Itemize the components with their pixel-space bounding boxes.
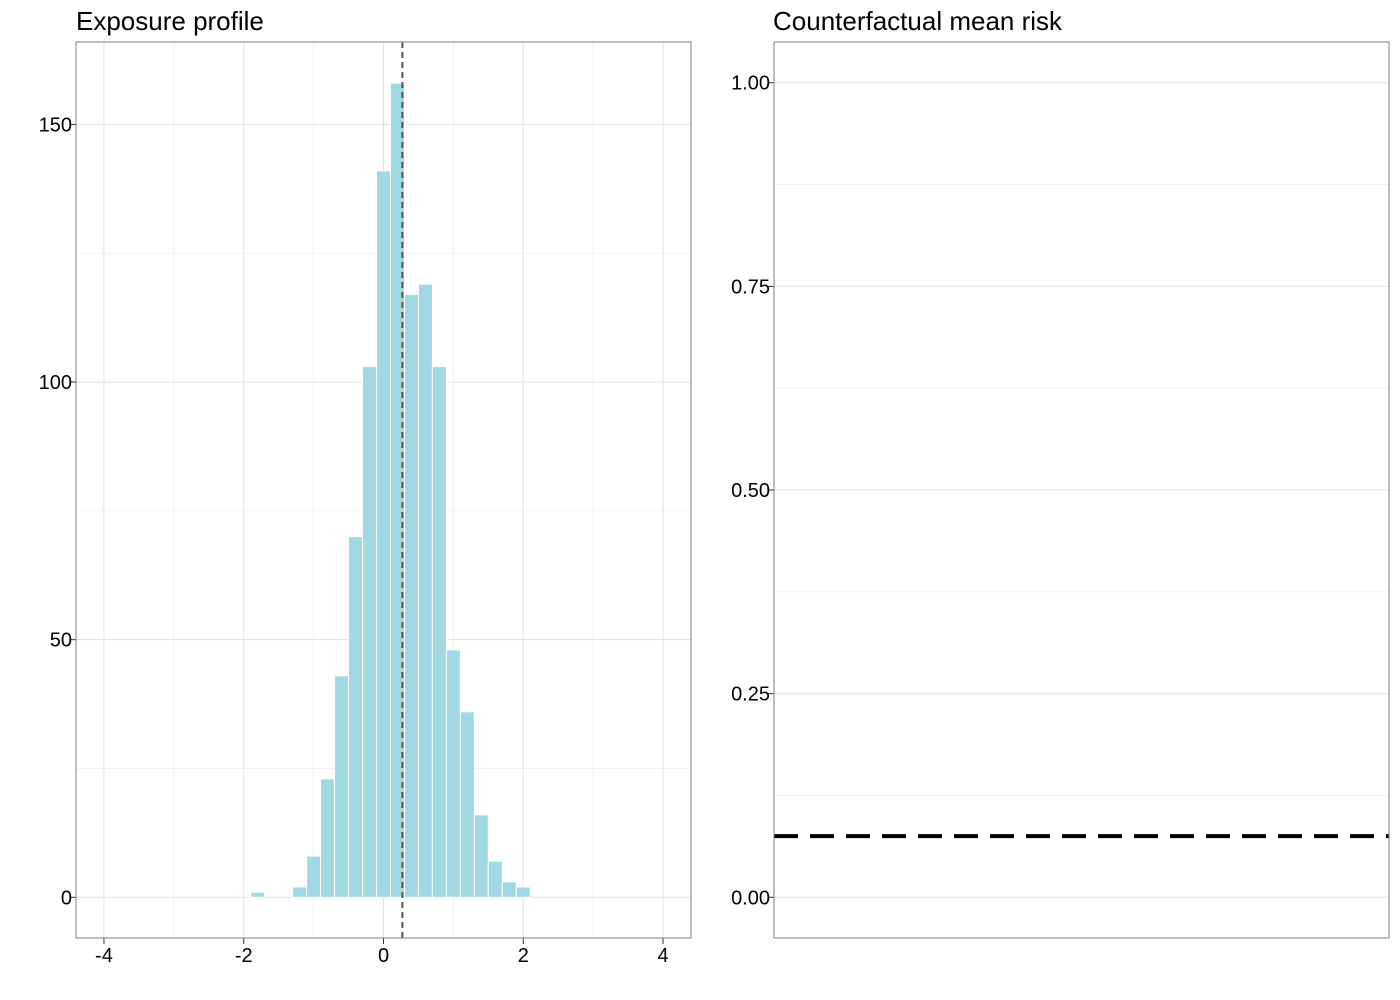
panel-border bbox=[75, 41, 692, 939]
histogram-bar bbox=[473, 814, 489, 898]
y-tick-label: 0.00 bbox=[731, 887, 770, 909]
x-tick-label: -4 bbox=[95, 945, 113, 967]
histogram-bar bbox=[515, 886, 531, 898]
histogram-bar bbox=[417, 283, 433, 898]
histogram-bar bbox=[459, 711, 475, 898]
x-tick-label: -2 bbox=[235, 945, 253, 967]
histogram-bar bbox=[431, 366, 447, 898]
histogram-bar bbox=[348, 536, 364, 898]
y-tick-label: 100 bbox=[39, 372, 72, 394]
y-tick-label: 150 bbox=[39, 114, 72, 136]
y-tick-label: 0.25 bbox=[731, 684, 770, 706]
histogram-bar bbox=[403, 293, 419, 898]
histogram-bar bbox=[362, 366, 378, 898]
x-tick-label: 0 bbox=[378, 945, 389, 967]
histogram-bar bbox=[320, 778, 336, 898]
histogram-bar bbox=[376, 170, 391, 898]
panel-border bbox=[773, 41, 1390, 939]
histogram-bar bbox=[334, 675, 350, 898]
right-chart-title: Counterfactual mean risk bbox=[773, 6, 1063, 36]
histogram-bar bbox=[487, 860, 503, 898]
histogram-bar bbox=[445, 649, 461, 898]
histogram-bar bbox=[306, 855, 322, 898]
y-tick-label: 0.75 bbox=[731, 276, 770, 298]
x-tick-label: 2 bbox=[518, 945, 529, 967]
x-tick-label: 4 bbox=[657, 945, 668, 967]
y-tick-label: 1.00 bbox=[731, 73, 770, 95]
y-tick-label: 0 bbox=[61, 887, 72, 909]
y-tick-label: 0.50 bbox=[731, 480, 770, 502]
exposure-profile-panel: -4 -2 0 2 4 0 50 100 150 bbox=[39, 41, 692, 967]
histogram-bar bbox=[250, 891, 266, 898]
y-tick-label: 50 bbox=[50, 630, 72, 652]
left-chart-title: Exposure profile bbox=[76, 6, 264, 36]
histogram-bar bbox=[292, 886, 308, 898]
counterfactual-risk-panel: 0.00 0.25 0.50 0.75 1.00 bbox=[731, 41, 1390, 939]
histogram-bar bbox=[501, 881, 517, 898]
